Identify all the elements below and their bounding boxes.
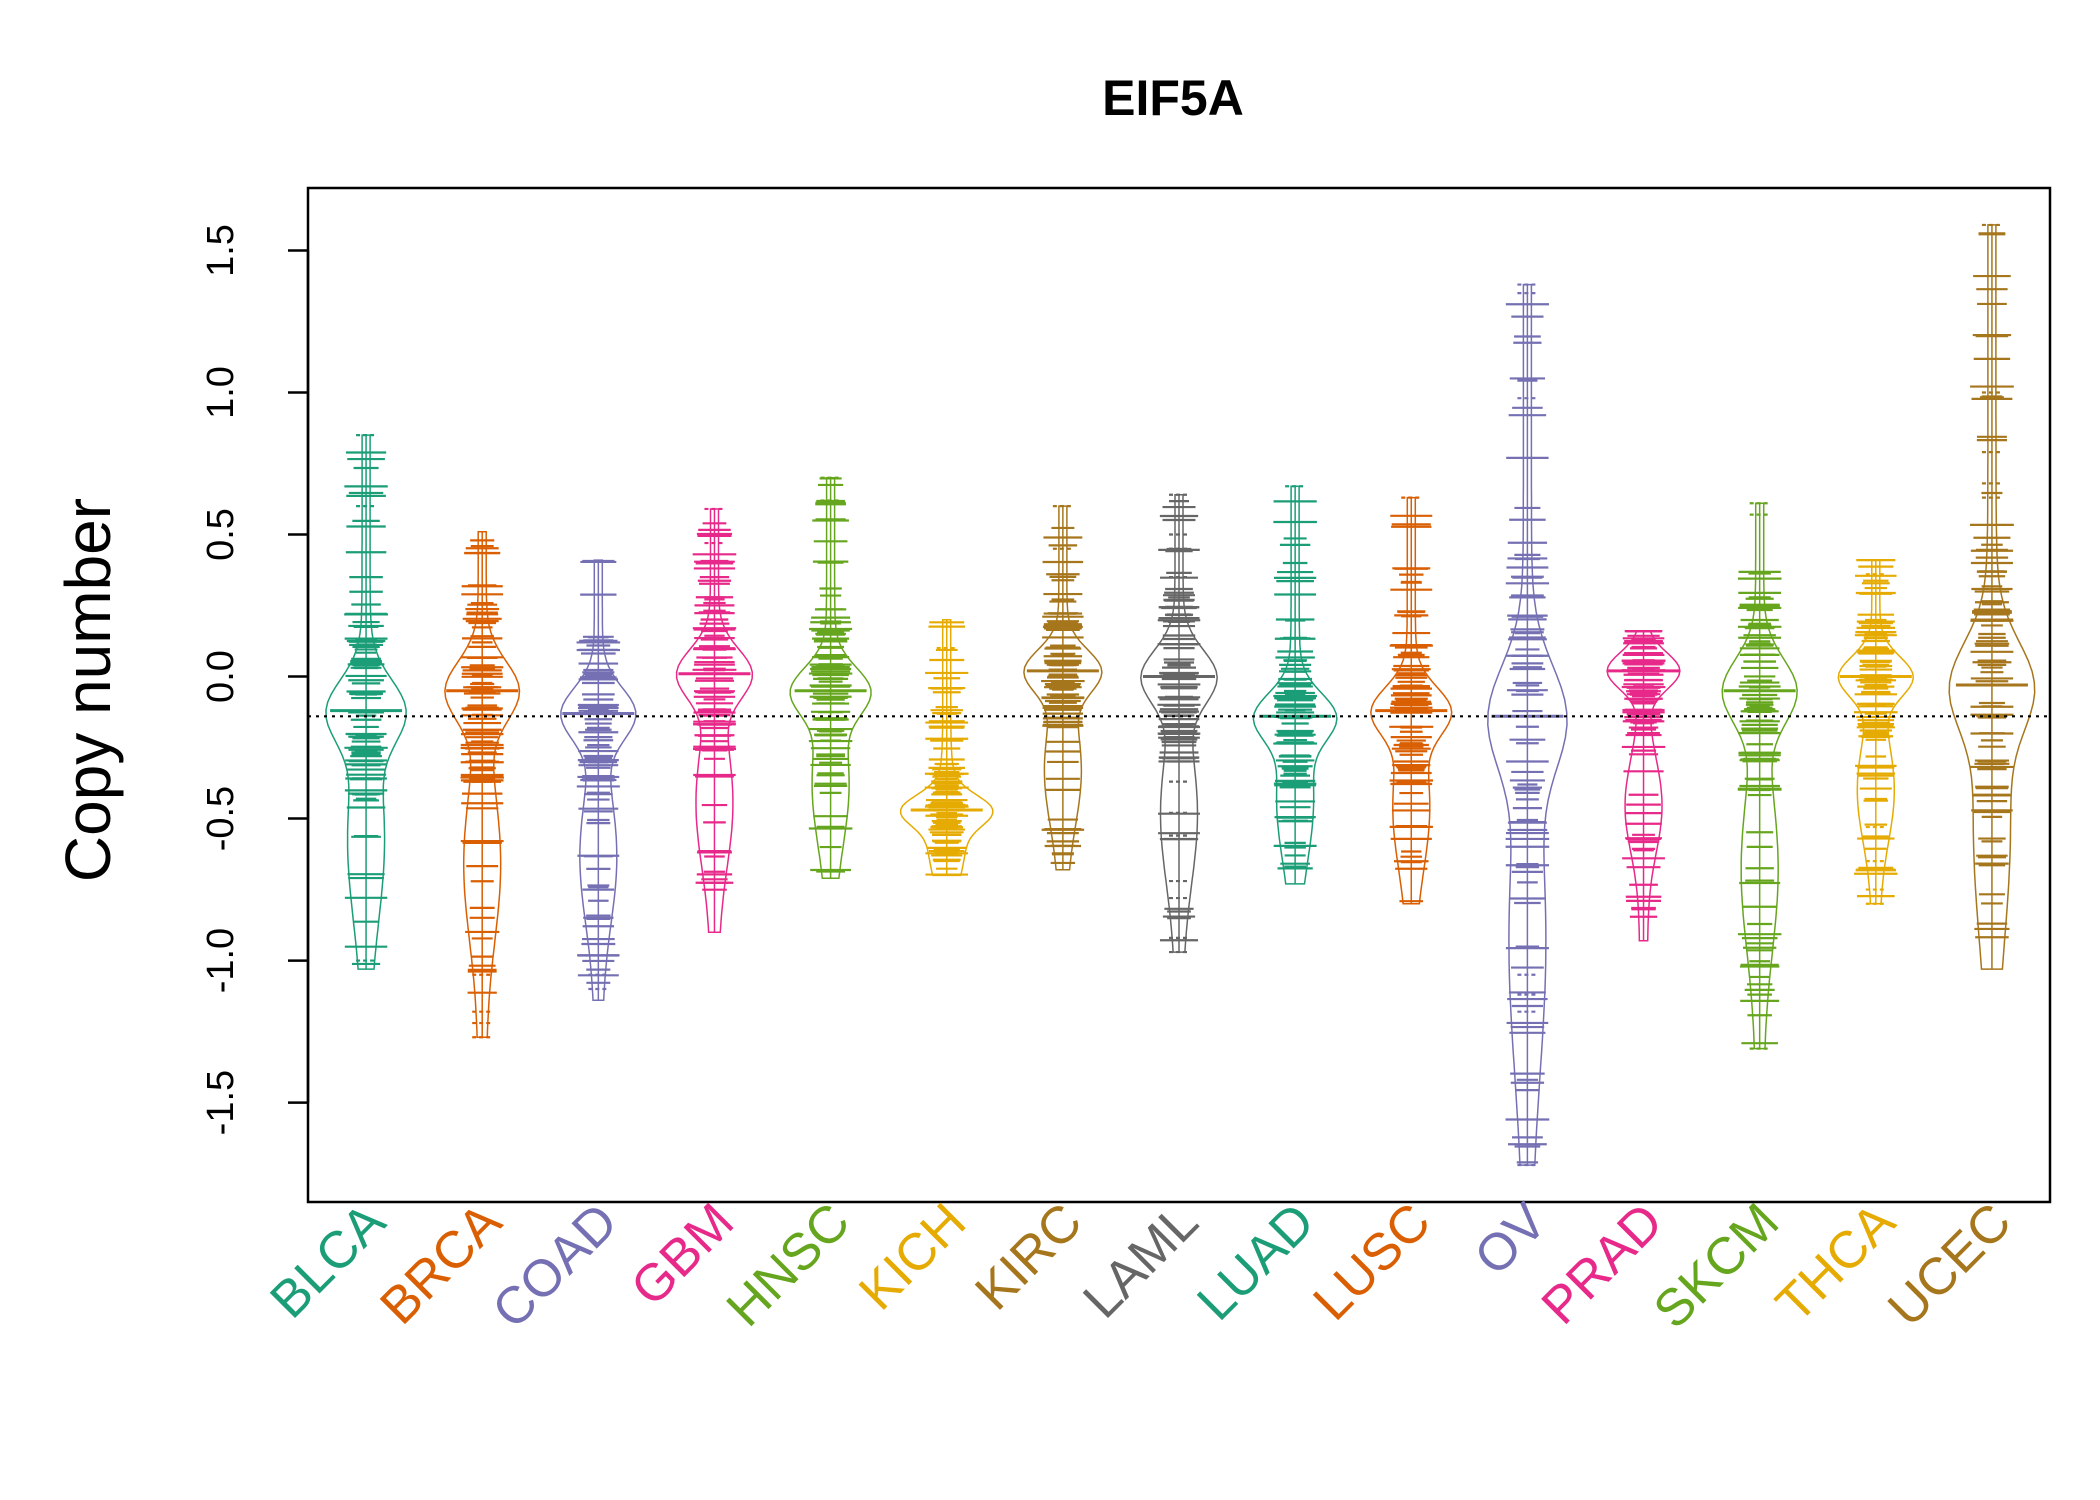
y-tick-label: 1.0 [200, 366, 242, 419]
x-tick-label-thca: THCA [1765, 1192, 1906, 1333]
x-tick-label-ov: OV [1464, 1192, 1558, 1286]
bean-ov [1487, 283, 1568, 1167]
bean-ucec [1948, 223, 2036, 970]
x-tick-label-luad: LUAD [1187, 1192, 1326, 1331]
y-tick-label: -1.5 [200, 1070, 242, 1135]
bean-kich [899, 618, 994, 877]
bean-brca [444, 530, 521, 1039]
chart-title: EIF5A [1102, 70, 1244, 126]
x-tick-label-coad: COAD [482, 1192, 629, 1339]
bean-luad [1252, 485, 1338, 885]
bean-gbm [675, 507, 754, 933]
x-tick-label-lusc: LUSC [1303, 1192, 1442, 1331]
bean-blca [325, 434, 407, 970]
x-tick-label-kirc: KIRC [964, 1192, 1093, 1321]
bean-hnsc [789, 476, 872, 879]
bean-kirc [1023, 505, 1103, 871]
x-tick-label-hnsc: HNSC [716, 1192, 861, 1337]
bean-skcm [1721, 502, 1798, 1050]
beans-layer [325, 223, 2036, 1167]
x-tick-label-laml: LAML [1072, 1192, 1209, 1329]
bean-laml [1140, 493, 1218, 954]
bean-prad [1606, 629, 1681, 942]
x-tick-label-prad: PRAD [1531, 1192, 1674, 1335]
x-tick-label-skcm: SKCM [1643, 1192, 1790, 1339]
bean-coad [560, 559, 637, 1002]
y-axis: -1.5 -1.0 -0.5 0.0 0.5 1.0 1.5 [200, 224, 310, 1135]
bean-thca [1837, 558, 1915, 905]
x-tick-label-blca: BLCA [259, 1192, 396, 1329]
y-tick-label: 1.5 [200, 224, 242, 277]
y-tick-label: 0.5 [200, 508, 242, 561]
y-tick-label: -1.0 [200, 928, 242, 993]
y-axis-label: Copy number [52, 498, 124, 882]
bean-lusc [1370, 496, 1453, 905]
y-tick-label: 0.0 [200, 650, 242, 703]
x-tick-label-brca: BRCA [370, 1192, 513, 1335]
y-tick-label: -0.5 [200, 786, 242, 851]
x-tick-label-ucec: UCEC [1877, 1192, 2022, 1337]
x-tick-label-kich: KICH [848, 1192, 977, 1321]
